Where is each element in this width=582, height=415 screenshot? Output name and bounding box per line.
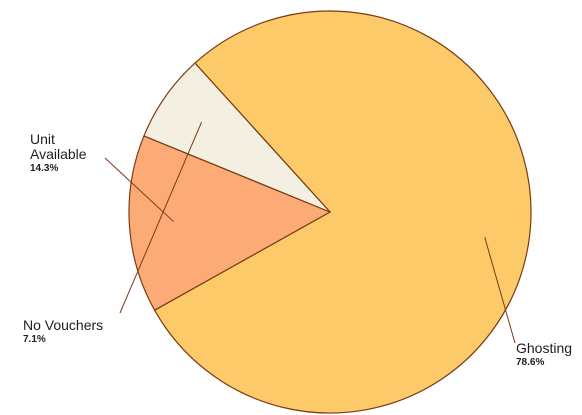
leader-line-no-vouchers [119,121,203,314]
slice-value-unit-available: 14.3% [30,163,58,174]
slice-unit-available [128,135,332,311]
leader-lines [104,121,516,344]
slice-no-vouchers [143,62,331,213]
slice-value-ghosting: 78.6% [516,357,544,368]
slice-label-ghosting: Ghosting [516,340,572,356]
slice-label-unit-available: Unit [30,131,55,147]
slice-ghosting [153,10,532,414]
slice-label-no-vouchers: No Vouchers [23,317,103,333]
leader-line-unit-available [104,157,174,222]
slice-label-unit-available: Available [30,146,87,162]
leader-line-ghosting [484,237,516,344]
pie-slices [128,10,532,414]
slice-value-no-vouchers: 7.1% [23,334,46,345]
